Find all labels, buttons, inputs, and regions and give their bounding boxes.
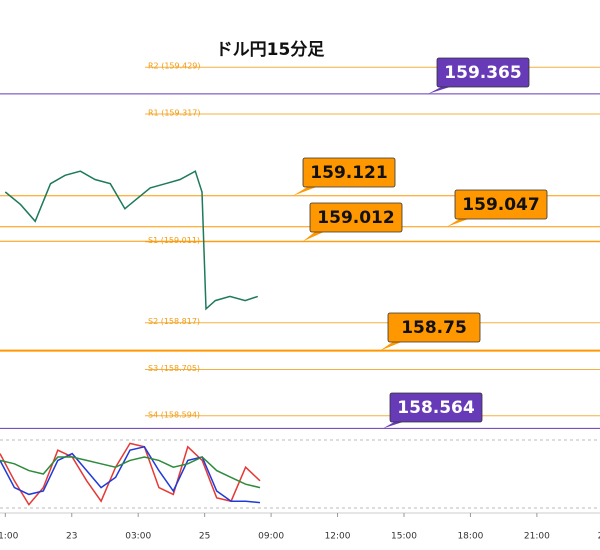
x-tick-label: 15:00 — [391, 532, 417, 542]
callout-label: 159.121 — [310, 163, 387, 183]
x-tick-label: 23 — [66, 532, 77, 542]
osc-line — [0, 445, 261, 504]
callout-label: 159.047 — [462, 195, 539, 215]
callout-pointer — [447, 218, 471, 227]
pivot-label: S4 (158.594) — [148, 410, 200, 419]
pivot-label: S2 (158.817) — [148, 317, 200, 326]
pivot-label: S1 (159.011) — [148, 236, 200, 245]
callout-label: 158.564 — [397, 398, 475, 418]
callout-box — [302, 157, 396, 188]
callout-pointer — [428, 86, 453, 94]
x-tick-label: 09:00 — [258, 532, 284, 542]
callout-pointer — [383, 421, 406, 429]
price-line — [4, 170, 259, 311]
x-tick-label: 21:00 — [0, 532, 19, 542]
pivot-label: R2 (159.429) — [148, 62, 201, 71]
callout-pointer — [303, 231, 326, 242]
x-tick-label: 24 — [598, 532, 600, 542]
x-tick-label: 18:00 — [457, 532, 483, 542]
callout-box — [387, 312, 481, 343]
callout-pointer — [380, 341, 404, 351]
chart-title: ドル円15分足 — [216, 40, 325, 60]
callout-label: 158.75 — [401, 318, 467, 338]
x-tick-label: 12:00 — [325, 532, 351, 542]
pivot-label: S3 (158.705) — [148, 364, 200, 373]
callout-label: 159.012 — [317, 208, 394, 228]
osc-line — [0, 442, 261, 506]
callout-box — [389, 392, 483, 423]
x-tick-label: 03:00 — [125, 532, 151, 542]
callout-pointer — [293, 186, 319, 196]
callout-box — [454, 189, 548, 220]
callout-box — [436, 57, 530, 88]
x-tick-label: 21:00 — [524, 532, 550, 542]
pivot-label: R1 (159.317) — [148, 108, 201, 117]
x-tick-label: 25 — [199, 532, 210, 542]
callout-label: 159.365 — [444, 63, 521, 83]
callout-box — [309, 202, 403, 233]
osc-line — [0, 456, 261, 489]
